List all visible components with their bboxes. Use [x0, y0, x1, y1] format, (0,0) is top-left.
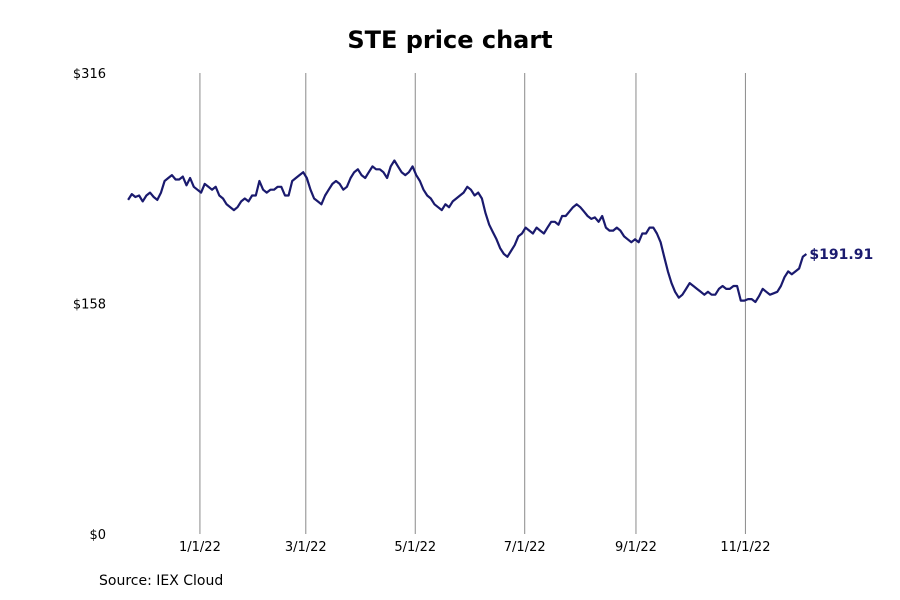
- x-tick-label: 7/1/22: [504, 540, 546, 555]
- source-note: Source: IEX Cloud: [99, 573, 224, 589]
- x-tick-label: 1/1/22: [179, 540, 221, 555]
- chart-title: STE price chart: [347, 26, 553, 54]
- last-price-label: $191.91: [809, 247, 873, 263]
- x-tick-label: 11/1/22: [720, 540, 770, 555]
- y-tick-label: $0: [89, 528, 106, 543]
- x-tick-label: 5/1/22: [394, 540, 436, 555]
- y-tick-label: $158: [73, 298, 106, 313]
- y-tick-label: $316: [73, 67, 106, 82]
- x-tick-label: 9/1/22: [615, 540, 657, 555]
- price-line: [127, 159, 808, 304]
- x-tick-label: 3/1/22: [285, 540, 327, 555]
